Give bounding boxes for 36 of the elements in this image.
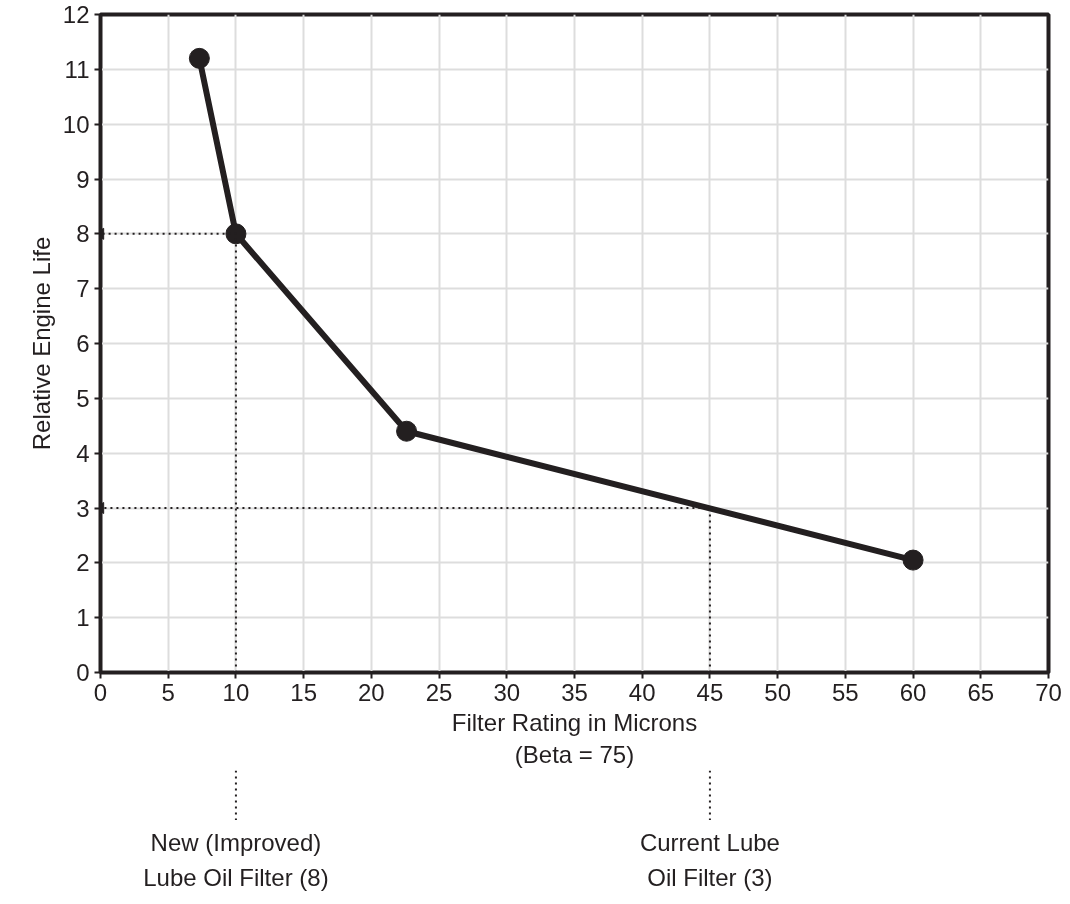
x-tick-label: 25: [425, 678, 453, 706]
x-tick-label: 15: [290, 678, 317, 706]
x-tick-label: 0: [93, 678, 108, 706]
y-tick-label: 4: [76, 439, 90, 467]
y-tick-label: 7: [76, 275, 90, 303]
text: Current Lube Oil Filter (3): [639, 829, 780, 892]
y-tick-label: 10: [62, 110, 90, 138]
x-tick-label: 65: [967, 678, 995, 706]
x-tick-label: 45: [696, 678, 724, 706]
y-tick-label: 3: [76, 494, 90, 522]
x-tick-label: 30: [493, 678, 521, 706]
x-tick-label: 5: [161, 678, 175, 706]
x-tick-label: 50: [764, 678, 791, 706]
x-tick-label: 55: [832, 678, 859, 706]
y-tick-label: 6: [76, 330, 90, 357]
x-tick-label: 60: [899, 678, 927, 706]
x-axis-title: Filter Rating in Microns (Beta = 75): [451, 708, 698, 768]
y-tick-label: 12: [62, 1, 90, 28]
x-tick-label: 70: [1035, 678, 1062, 706]
point: [902, 549, 924, 571]
text: New (Improved) Lube Oil Filter (8): [143, 829, 329, 892]
x-tick-label: 20: [358, 678, 385, 706]
y-tick-label: 0: [76, 659, 90, 686]
point: [225, 223, 247, 245]
point: [396, 420, 418, 442]
y-tick-label: 11: [64, 55, 90, 83]
x-tick-label: 40: [628, 678, 656, 706]
y-tick-label: 8: [76, 220, 90, 248]
y-tick-label: 2: [76, 549, 90, 577]
x-tick-label: 10: [222, 678, 250, 706]
y-tick-label: 9: [76, 165, 90, 193]
y-axis-title: Relative Engine Life: [27, 236, 55, 451]
point: [188, 47, 210, 69]
x-tick-label: 35: [561, 678, 588, 706]
y-tick-label: 5: [76, 384, 90, 412]
y-tick-label: 1: [76, 604, 90, 632]
